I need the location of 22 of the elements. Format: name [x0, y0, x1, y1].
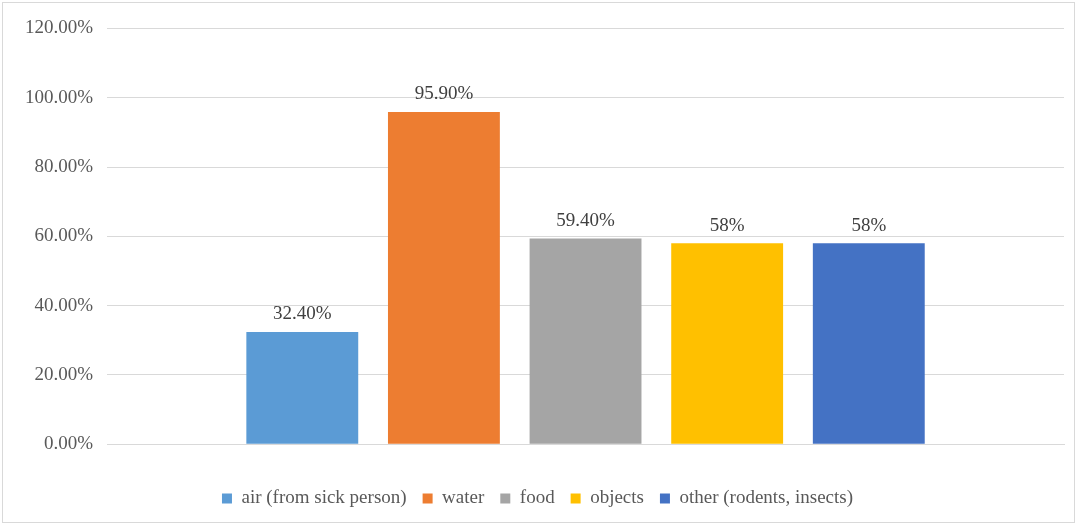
data-label: 95.90% — [414, 82, 474, 104]
data-label: 32.40% — [273, 302, 332, 324]
data-label: 58% — [709, 213, 745, 235]
y-tick-label: 120.00% — [25, 16, 94, 38]
y-tick-label: 40.00% — [34, 293, 94, 315]
legend-label: air (from sick person) — [241, 486, 407, 509]
y-tick-label: 0.00% — [44, 432, 94, 454]
bar — [387, 111, 500, 444]
bar — [812, 243, 925, 444]
data-label: 59.40% — [556, 208, 615, 230]
bar — [246, 331, 359, 444]
y-tick-label: 100.00% — [25, 85, 94, 107]
bar — [671, 243, 784, 444]
y-tick-label: 80.00% — [34, 154, 94, 176]
legend-label: other (rodents, insects) — [679, 486, 854, 509]
y-tick-label: 20.00% — [34, 362, 94, 384]
legend-label: water — [442, 486, 485, 508]
data-label: 58% — [851, 213, 887, 235]
bar — [529, 238, 642, 444]
y-tick-label: 60.00% — [34, 224, 94, 246]
legend-label: food — [519, 486, 556, 508]
legend-label: objects — [590, 486, 644, 508]
